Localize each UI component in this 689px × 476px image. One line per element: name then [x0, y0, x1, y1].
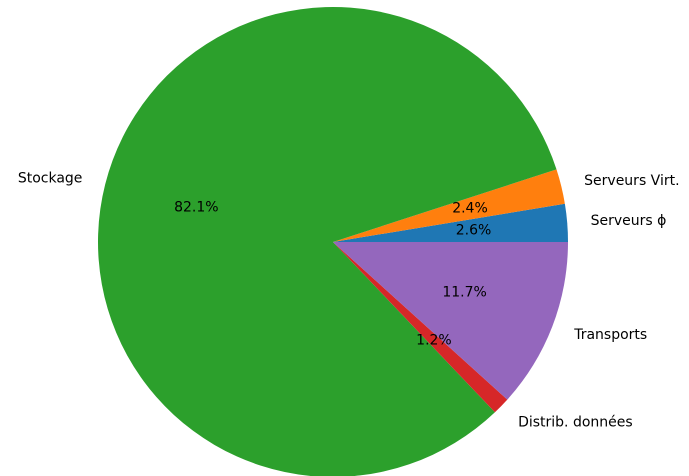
slice-label-transports: Transports [573, 327, 647, 343]
slice-pct-serveurs-virt: 2.4% [452, 201, 488, 217]
pie-slice-transports [333, 242, 568, 400]
slice-label-distrib-donnees: Distrib. données [518, 414, 633, 430]
slice-label-serveurs-virt: Serveurs Virt. [584, 173, 679, 189]
slice-label-serveurs: Serveurs ϕ [591, 213, 667, 229]
pie-slice-stockage [98, 7, 557, 476]
slice-label-stockage: Stockage [18, 171, 83, 187]
pie-slice-distrib-donnees [333, 242, 508, 413]
pie-slice-serveurs [333, 203, 568, 242]
pie-labels: Serveurs ϕ 2.6% Serveurs Virt. 2.4% Stockage… [18, 171, 680, 431]
pie-slices [98, 7, 568, 476]
slice-pct-transports: 11.7% [442, 285, 486, 301]
pie-slice-serveurs-virt [333, 169, 565, 242]
slice-pct-distrib-donnees: 1.2% [416, 332, 452, 348]
slice-pct-serveurs: 2.6% [456, 222, 492, 238]
slice-pct-stockage: 82.1% [174, 199, 218, 215]
